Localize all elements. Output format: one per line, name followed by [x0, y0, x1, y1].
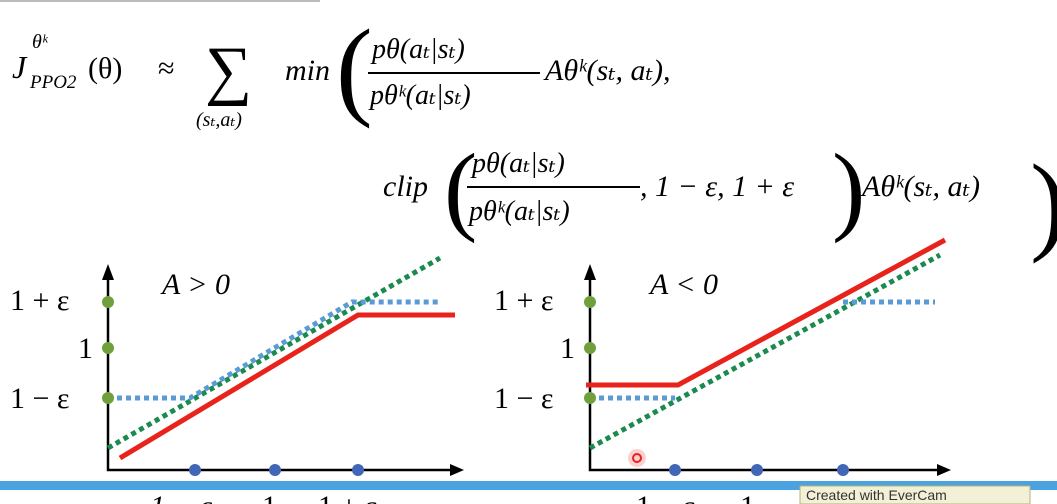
- formula-sum: ∑: [205, 34, 252, 107]
- watermark: Created with EverCam: [806, 487, 947, 503]
- objective-line: [118, 312, 455, 461]
- cursor: [632, 453, 642, 463]
- paren: ): [832, 133, 865, 244]
- axes: [106, 270, 458, 472]
- paren: (: [336, 7, 373, 129]
- paren: (: [444, 133, 477, 244]
- dot: [269, 464, 281, 476]
- formula-advantage: Aθᵏ(sₜ, aₜ),: [543, 54, 670, 87]
- formula-sum-index: (sₜ,aₜ): [196, 109, 242, 131]
- formula-clip-bounds: , 1 − ε, 1 + ε: [640, 170, 794, 203]
- dot: [189, 464, 201, 476]
- formula-denominator: pθᵏ(aₜ|sₜ): [368, 80, 471, 111]
- objective-line: [586, 237, 947, 388]
- dot: [102, 342, 114, 354]
- dot: [102, 296, 114, 308]
- arrow: [102, 264, 114, 280]
- dot: [837, 464, 849, 476]
- arrow: [584, 264, 596, 280]
- y-label: 1 + ε: [494, 284, 554, 317]
- axes: [588, 270, 945, 472]
- left-plot: A > 0 1 + ε 1 1 − ε: [10, 255, 464, 476]
- dot: [584, 342, 596, 354]
- y-label: 1 − ε: [10, 382, 70, 415]
- formula-clip: clip: [383, 170, 428, 203]
- clipped-line: [108, 299, 440, 401]
- y-label: 1 − ε: [494, 382, 554, 415]
- dot: [102, 392, 114, 404]
- arrow: [937, 464, 951, 476]
- formula-approx: ≈: [158, 52, 174, 85]
- formula-subscript: PPO2: [29, 72, 77, 93]
- unclipped-line: [106, 255, 442, 451]
- dot: [669, 464, 681, 476]
- right-plot: A < 0 1 + ε 1 1 − ε: [494, 237, 951, 476]
- formula-clip-advantage: Aθᵏ(sₜ, aₜ): [860, 170, 980, 203]
- formula-superscript: θᵏ: [32, 31, 49, 53]
- unclipped-line: [588, 252, 942, 451]
- cursor-glow: [628, 449, 646, 467]
- formula-numerator: pθ(aₜ|sₜ): [370, 34, 465, 65]
- paren: ): [1030, 142, 1057, 264]
- bottom-label: 1 − ε: [636, 490, 696, 504]
- formula-min: min: [285, 54, 330, 87]
- watermark-box: [799, 485, 1031, 504]
- video-bar: [0, 481, 1057, 490]
- dot: [751, 464, 763, 476]
- bottom-label: 1 + ε: [318, 490, 378, 504]
- plot-title: A > 0: [160, 268, 230, 301]
- bottom-label: 1: [262, 490, 277, 504]
- formula-argument: (θ): [88, 52, 122, 85]
- plot-title: A < 0: [648, 268, 718, 301]
- arrow: [450, 464, 464, 476]
- formula-clip-numerator: pθ(aₜ|sₜ): [470, 148, 565, 179]
- y-label: 1: [78, 332, 93, 365]
- bottom-label: 1: [740, 490, 755, 504]
- bottom-label: 1 − ε: [150, 490, 212, 504]
- dot: [584, 296, 596, 308]
- dot: [352, 464, 364, 476]
- formula-lhs: J: [12, 49, 28, 85]
- formula-clip-denominator: pθᵏ(aₜ|sₜ): [467, 196, 570, 227]
- y-label: 1: [560, 332, 575, 365]
- dot: [584, 392, 596, 404]
- y-label: 1 + ε: [10, 284, 70, 317]
